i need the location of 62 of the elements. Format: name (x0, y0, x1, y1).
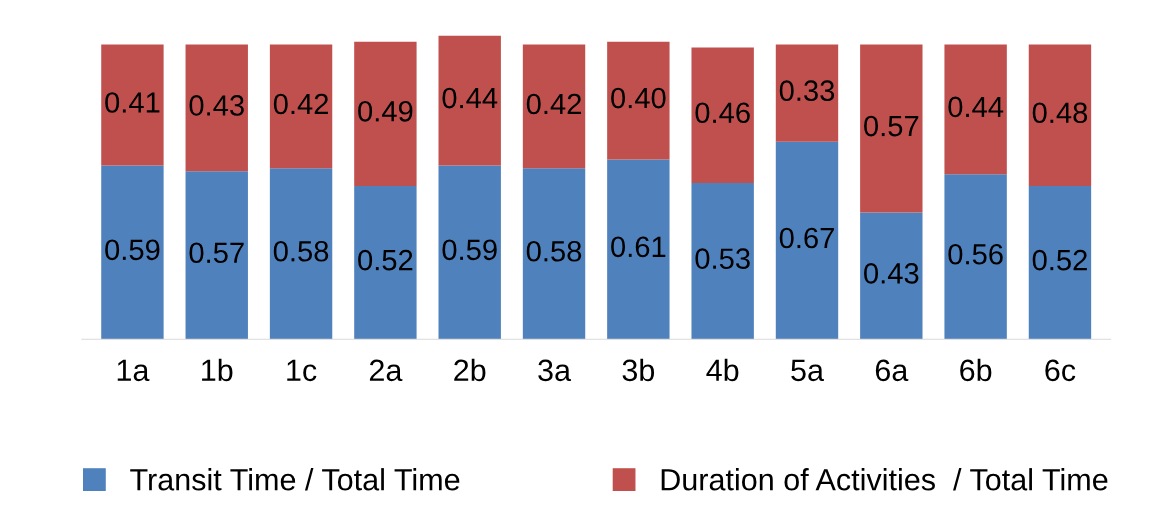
data-label: 0.52 (358, 249, 413, 271)
bar (354, 186, 417, 340)
data-label: 0.57 (864, 115, 919, 137)
data-label: 0.41 (105, 92, 160, 113)
x-tick-label: 3a (538, 359, 572, 382)
x-tick-label: 6c (1045, 359, 1076, 382)
data-label: 0.59 (105, 239, 160, 261)
bar (944, 44, 1007, 175)
data-label: 0.58 (526, 240, 582, 262)
bar (185, 171, 248, 340)
data-label: 0.43 (189, 95, 244, 116)
data-label: 0.43 (864, 263, 919, 284)
data-label: 0.33 (779, 80, 835, 102)
bar (607, 159, 670, 340)
x-tick-label: 2a (369, 359, 403, 382)
bar (101, 44, 164, 166)
x-tick-label: 5a (791, 359, 824, 382)
bar (691, 47, 754, 184)
bar (522, 168, 586, 340)
data-label: 0.57 (189, 242, 244, 264)
bar (185, 44, 248, 172)
bar (522, 44, 586, 169)
data-label: 0.42 (273, 93, 328, 115)
data-label: 0.46 (695, 102, 750, 124)
bar (101, 165, 164, 340)
x-tick-label: 6a (875, 359, 909, 382)
x-tick-label: 4b (706, 358, 739, 382)
x-tick-label: 1c (287, 359, 317, 382)
data-label: 0.52 (1032, 249, 1087, 271)
bar (860, 212, 923, 340)
bar (269, 168, 333, 340)
bar (944, 174, 1007, 340)
bar (1028, 44, 1092, 187)
data-label: 0.53 (695, 248, 750, 269)
bar (775, 44, 839, 142)
data-label: 0.58 (273, 240, 329, 262)
data-label: 0.40 (611, 87, 666, 109)
bar (1028, 186, 1092, 340)
bar (438, 165, 501, 340)
data-label: 0.59 (442, 239, 497, 261)
data-label: 0.48 (1032, 102, 1088, 124)
bar (691, 183, 754, 340)
x-tick-label: 1b (202, 358, 233, 382)
x-tick-label: 2b (454, 358, 486, 382)
data-label: 0.61 (611, 236, 666, 258)
bar (269, 44, 333, 169)
data-label: 0.42 (526, 93, 581, 115)
bar (775, 141, 839, 340)
legend-label: Transit Time / Total Time (130, 468, 460, 491)
x-tick-label: 6b (960, 358, 992, 382)
legend-label: Duration of Activities / Total Time (661, 468, 1108, 491)
bar (354, 41, 417, 187)
data-label: 0.44 (948, 96, 1004, 118)
data-label: 0.67 (779, 227, 834, 249)
data-label: 0.44 (442, 87, 498, 109)
data-label: 0.49 (358, 101, 413, 122)
bar (860, 44, 923, 213)
bar (607, 41, 670, 160)
x-tick-label: 3b (622, 358, 655, 382)
data-label: 0.56 (948, 243, 1003, 265)
bar (438, 35, 501, 166)
x-tick-label: 1a (117, 359, 150, 382)
